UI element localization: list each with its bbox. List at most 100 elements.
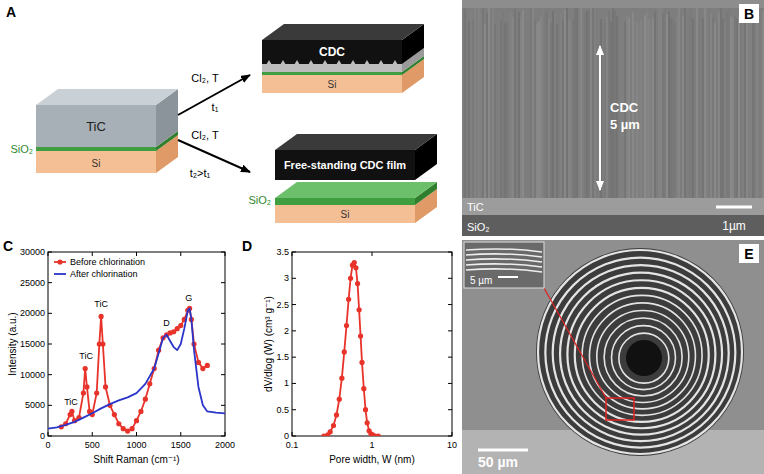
y-tick [48, 313, 52, 314]
scale-bar [498, 276, 518, 278]
legend: Before chlorination After chlorination [54, 257, 145, 279]
y-tick-label: 0 [40, 431, 45, 441]
sem-texture [595, 6, 596, 198]
sem-texture [725, 23, 726, 198]
roll-layer [612, 326, 676, 390]
sem-texture [641, 21, 642, 198]
sem-texture [655, 11, 656, 198]
sem-texture [593, 4, 594, 198]
x-tick-label: 500 [85, 440, 100, 450]
sem-texture [495, 24, 496, 198]
data-point [178, 323, 183, 328]
sem-texture [715, 23, 716, 198]
sem-texture [719, 12, 720, 198]
y-tick [292, 252, 296, 253]
y-tick [48, 436, 52, 437]
y-tick [48, 282, 52, 283]
sem-texture [497, 9, 498, 198]
sem-texture [557, 24, 558, 198]
data-point [103, 384, 108, 389]
roll-layer [604, 318, 682, 396]
label: t₁ [212, 101, 219, 113]
sem-texture [691, 5, 692, 198]
sem-texture [743, 15, 744, 198]
data-point [334, 412, 339, 417]
data-point [129, 426, 134, 431]
roll-core [626, 340, 662, 376]
sem-texture [639, 24, 640, 198]
sem-texture [679, 8, 680, 198]
label: SiO₂ [467, 221, 490, 233]
y-tick [448, 436, 452, 437]
chart: 0.111000.511.522.533.5Pore width, W (nm)… [263, 247, 457, 465]
x-tick-label: 1 [369, 440, 374, 450]
sem-texture [601, 19, 602, 198]
panel-letter: D [242, 238, 252, 254]
sem-texture [707, 10, 708, 198]
sem-texture [515, 8, 516, 198]
sem-texture [663, 15, 664, 198]
data-point [353, 265, 358, 270]
sem-texture [561, 13, 562, 198]
sem-texture [703, 19, 704, 198]
data-point [331, 423, 336, 428]
y-tick [221, 436, 225, 437]
sem-texture [467, 14, 468, 198]
plot-data [321, 260, 381, 436]
y-tick [292, 304, 296, 305]
legend-label: After chlorination [70, 269, 138, 279]
sio2-layer-front [275, 198, 415, 205]
x-tick-label: 0 [45, 440, 50, 450]
sem-texture [513, 17, 514, 198]
data-point [112, 412, 117, 417]
panel-letter: C [3, 238, 13, 254]
zoom-box [606, 398, 634, 420]
y-tick-label: 1.5 [276, 352, 289, 362]
data-point [352, 260, 357, 265]
roll-layer [560, 273, 722, 435]
sem-texture [485, 23, 486, 198]
data-point [134, 418, 139, 423]
data-point [376, 433, 381, 436]
sem-texture [537, 23, 538, 198]
x-tick [225, 252, 226, 256]
sem-texture [751, 12, 752, 198]
sem-texture [499, 11, 500, 198]
legend-swatch [57, 259, 62, 264]
sem-texture [555, 13, 556, 198]
sem-texture [519, 12, 520, 198]
data-point [344, 323, 349, 328]
panel-e: 5 µm50 µm [462, 240, 764, 474]
sem-texture [757, 22, 758, 198]
roll-layer [619, 333, 669, 383]
sem-texture [581, 7, 582, 198]
sem-texture [731, 16, 732, 198]
data-point [84, 384, 89, 389]
x-tick [136, 252, 137, 256]
sem-texture [745, 12, 746, 198]
sem-texture [735, 16, 736, 198]
sem-texture [761, 6, 762, 198]
si-layer-front [36, 151, 156, 173]
label: 5 µm [610, 117, 640, 132]
panel-b: CDC5 µmTiCSiO₂1µm [462, 0, 764, 236]
label: 50 µm [478, 454, 518, 470]
sem-texture [591, 7, 592, 198]
inset-layer [466, 249, 542, 252]
y-tick-label: 25000 [20, 278, 45, 288]
legend-label: Before chlorination [70, 257, 145, 267]
sio2-layer-front [262, 72, 402, 75]
sio2-layer-top [275, 182, 437, 198]
plot-data [48, 306, 225, 434]
sem-texture [681, 12, 682, 198]
sem-texture [607, 17, 608, 198]
sem-texture [729, 7, 730, 198]
tic-block-top [36, 89, 178, 105]
inset-layer [466, 269, 542, 272]
plot-frame [292, 252, 452, 436]
label: t₂>t₁ [190, 167, 211, 179]
sem-texture [741, 11, 742, 198]
roll-layer [589, 303, 695, 409]
jagged-interface [262, 60, 402, 72]
label: 1µm [722, 219, 746, 233]
